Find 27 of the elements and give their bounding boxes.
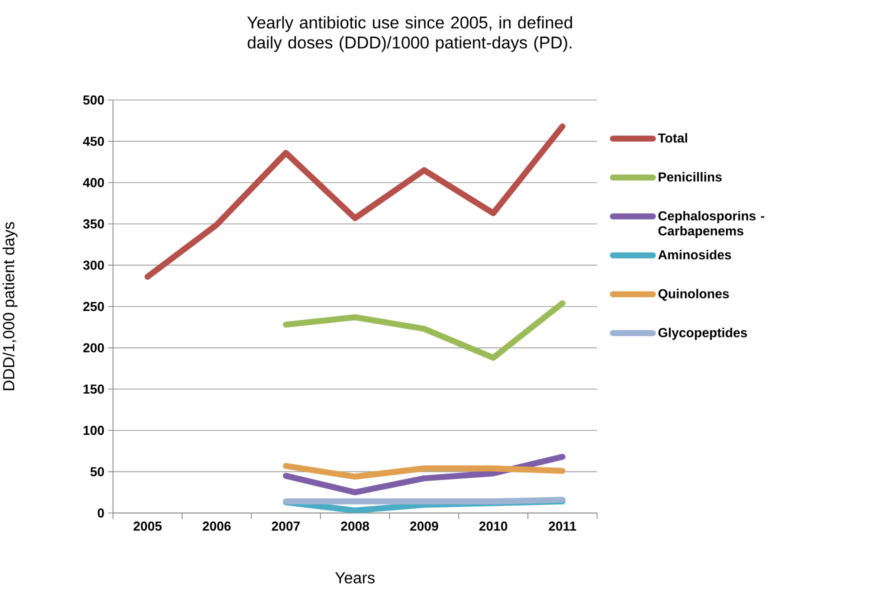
legend-label: Cephalosporins - Carbapenems (658, 210, 764, 238)
x-tick-label: 2008 (340, 522, 370, 531)
x-tick-label: 2009 (410, 522, 438, 531)
legend-label: Total (658, 133, 688, 143)
legend-label: Penicillins (658, 172, 722, 182)
x-tick-label: 2005 (134, 522, 162, 531)
y-tick-label: 50 (90, 467, 104, 476)
x-tick-label: 2011 (548, 522, 576, 531)
y-tick-label: 300 (83, 260, 104, 270)
y-tick-label: 450 (82, 136, 104, 146)
y-tick-label: 150 (84, 384, 104, 394)
y-tick-label: 500 (83, 95, 104, 105)
y-tick-label: 350 (83, 219, 104, 229)
x-tick-label: 2010 (479, 522, 508, 531)
y-tick-label: 100 (84, 426, 104, 435)
chart-title: Yearly antibiotic use since 2005, in defined daily doses (DDD)/1000 patient-days (PD). (247, 16, 572, 52)
y-tick-label: 0 (98, 508, 104, 518)
y-axis-title: DDD/1,000 patient days (2, 222, 18, 390)
x-tick-label: 2006 (202, 522, 231, 531)
x-tick-label: 2007 (272, 522, 300, 531)
legend-label: Aminosides (658, 250, 732, 260)
x-axis-title: Years (335, 572, 375, 584)
y-tick-label: 400 (82, 178, 104, 188)
y-tick-label: 200 (83, 343, 104, 352)
legend-label: Quinolones (658, 288, 729, 301)
y-tick-label: 250 (83, 302, 104, 312)
legend-label: Glycopeptides (658, 328, 747, 340)
